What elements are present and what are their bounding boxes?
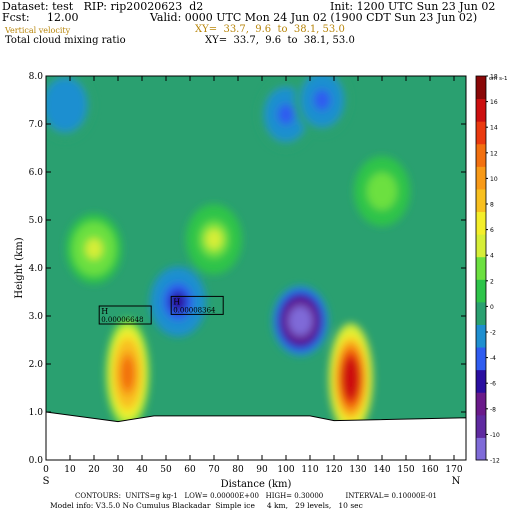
colorbar-frame (475, 75, 487, 461)
colorbar-tick-label: 16 (490, 99, 498, 106)
x-tick-label: 160 (421, 465, 438, 475)
terrain (46, 411, 466, 460)
y-tick-label: 4.0 (29, 264, 44, 274)
x-tick-label: 100 (277, 465, 294, 475)
y-tick-label: 6.0 (29, 168, 44, 178)
field2-name: Total cloud mixing ratio (5, 35, 126, 46)
x-tick-label: 40 (136, 465, 148, 475)
extremum-box (170, 295, 224, 315)
init-time: Init: 1200 UTC Sun 23 Jun 02 (330, 0, 496, 13)
y-tick-label: 5.0 (29, 216, 44, 226)
extremum-value: 0.00006648 (101, 316, 143, 324)
x-tick-label: 50 (160, 465, 172, 475)
feature-3-level-3 (85, 238, 103, 260)
x-tick-label: 110 (301, 465, 318, 475)
x-axis-label: Distance (km) (221, 479, 292, 490)
x-tick-label: 130 (349, 465, 366, 475)
extremum-letter: H (101, 307, 108, 316)
y-tick-label: 0.0 (29, 456, 44, 466)
colorbar-band (476, 166, 486, 190)
colorbar-band (476, 121, 486, 145)
colorbar-tick-label: 4 (490, 253, 494, 260)
y-tick-label: 2.0 (29, 360, 44, 370)
forecast-hour: Fcst: 12.00 (2, 11, 79, 24)
field1-xy: XY= 33.7, 9.6 to 38.1, 53.0 (195, 24, 345, 35)
x-tick-label: 20 (88, 465, 100, 475)
extremum-box (98, 305, 152, 325)
y-tick-label: 8.0 (29, 72, 44, 82)
valid-time: Valid: 0000 UTC Mon 24 Jun 02 (1900 CDT … (150, 11, 478, 24)
field2-xy: XY= 33.7, 9.6 to 38.1, 53.0 (205, 35, 355, 46)
y-tick-label: 3.0 (29, 312, 44, 322)
y-tick-label: 7.0 (29, 120, 44, 130)
feature-2-level-6 (292, 310, 309, 332)
colorbar-band (476, 188, 486, 213)
colorbar-band (476, 347, 486, 371)
x-tick-label: 0 (43, 465, 49, 475)
x-tick-label: 150 (397, 465, 414, 475)
extremum-label: H0.00006648 (98, 305, 152, 325)
colorbar-band (476, 234, 486, 258)
y-axis-label: Height (km) (14, 237, 25, 298)
colorbar-tick-label: -8 (490, 406, 496, 413)
extremum-label: H0.00008364 (170, 295, 224, 315)
feature-5-level-3 (373, 180, 391, 202)
feature-8-level-3 (313, 89, 331, 111)
feature-4-level-3 (205, 228, 223, 250)
colorbar-band (476, 414, 486, 438)
feature-9-level-3 (56, 94, 74, 116)
field-contours (46, 76, 410, 434)
colorbar-band (476, 392, 486, 416)
colorbar-tick-label: 10 (490, 176, 498, 183)
colorbar-band (476, 211, 486, 235)
x-tick-label: 90 (256, 465, 268, 475)
colorbar-units: cm s-1 (489, 76, 507, 82)
colorbar-band (476, 143, 486, 167)
colorbar-band (476, 98, 486, 122)
colorbar-tick-label: -2 (490, 330, 496, 337)
x-tick-label: 80 (232, 465, 244, 475)
extremum-value: 0.00008364 (173, 306, 216, 314)
contour-info: CONTOURS: UNITS=g kg-1 LOW= 0.00000E+00 … (75, 492, 437, 500)
colorbar-tick-label: -4 (490, 355, 496, 362)
extremum-letter: H (173, 297, 180, 306)
x-tick-label: 140 (373, 465, 390, 475)
colorbar-tick-label: 6 (490, 227, 494, 234)
x-tick-label: 10 (64, 465, 76, 475)
colorbar-tick-label: 14 (490, 125, 498, 132)
field1-name: Vertical velocity (5, 26, 71, 35)
feature-7-level-3 (277, 103, 295, 125)
colorbar-band (476, 279, 486, 303)
y-tick-label: 1.0 (29, 408, 44, 418)
x-endpoint-right: N (452, 476, 461, 487)
x-tick-label: 60 (184, 465, 196, 475)
x-endpoint-left: S (43, 476, 50, 487)
x-tick-label: 70 (208, 465, 220, 475)
feature-0-level-6 (121, 357, 135, 391)
colorbar-tick-label: 8 (490, 202, 494, 209)
colorbar-tick-label: -6 (490, 381, 496, 388)
colorbar-band (476, 369, 486, 393)
x-tick-label: 30 (112, 465, 124, 475)
x-tick-label: 170 (445, 465, 462, 475)
colorbar-band (476, 437, 486, 461)
colorbar-tick-label: 12 (490, 150, 498, 157)
colorbar-tick-label: -10 (490, 432, 500, 439)
colorbar-tick-label: -12 (490, 458, 500, 465)
feature-1-level-8 (344, 361, 358, 395)
x-tick-label: 120 (325, 465, 342, 475)
colorbar-band (476, 301, 486, 325)
colorbar-tick-label: 2 (490, 278, 494, 285)
model-info: Model info: V3.5.0 No Cumulus Blackadar … (50, 501, 363, 510)
colorbar-band (476, 324, 486, 348)
colorbar-tick-label: 0 (490, 304, 494, 311)
dataset-line: Dataset: test RIP: rip20020623 d2 (2, 0, 204, 13)
colorbar-band (476, 256, 486, 280)
colorbar-tick-label: 18 (490, 74, 498, 81)
colorbar-band (476, 76, 486, 100)
